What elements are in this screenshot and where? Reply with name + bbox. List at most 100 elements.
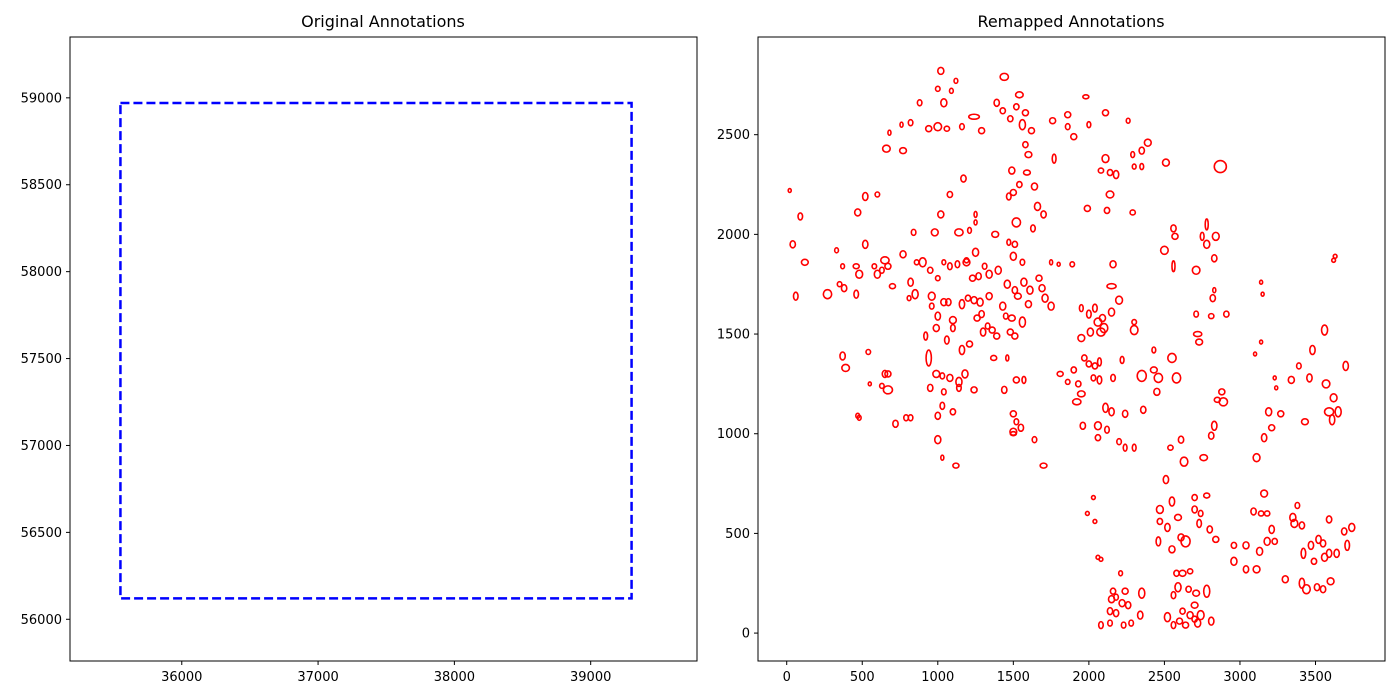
annotation-ellipse bbox=[958, 298, 966, 310]
y-tick-label: 57500 bbox=[21, 352, 62, 367]
annotation-ellipse bbox=[1003, 279, 1012, 289]
x-tick-label: 38000 bbox=[434, 670, 475, 685]
y-tick-label: 56000 bbox=[21, 613, 62, 628]
annotation-ellipse bbox=[1175, 617, 1184, 625]
annotation-ellipse bbox=[1295, 362, 1302, 370]
annotation-ellipse bbox=[1340, 527, 1348, 536]
annotation-ellipse bbox=[940, 98, 948, 108]
annotation-ellipse bbox=[867, 381, 873, 387]
annotation-ellipse bbox=[973, 210, 978, 219]
annotation-ellipse bbox=[934, 411, 942, 421]
annotation-ellipse bbox=[1149, 366, 1159, 374]
annotation-ellipse bbox=[1129, 324, 1139, 336]
annotation-ellipse bbox=[1098, 556, 1104, 563]
annotation-ellipse bbox=[1039, 462, 1048, 469]
annotation-ellipse bbox=[1012, 376, 1021, 384]
annotation-ellipse bbox=[1181, 621, 1190, 629]
annotation-ellipse bbox=[1186, 610, 1194, 620]
annotation-ellipse bbox=[1106, 282, 1117, 290]
annotation-ellipse bbox=[1191, 505, 1199, 514]
annotation-ellipse bbox=[1260, 432, 1268, 443]
annotation-ellipse bbox=[1093, 317, 1103, 327]
annotation-ellipse bbox=[1092, 518, 1098, 525]
annotation-ellipse bbox=[888, 282, 897, 290]
panel-remapped: Remapped Annotations 0 500 1000 1500 2000 250… bbox=[717, 12, 1386, 685]
annotation-ellipse bbox=[927, 291, 936, 301]
annotation-ellipse bbox=[1174, 581, 1182, 593]
annotation-ellipse bbox=[1211, 231, 1220, 242]
annotation-ellipse bbox=[1024, 150, 1033, 159]
annotation-ellipse bbox=[1078, 303, 1085, 313]
annotation-ellipse bbox=[855, 269, 864, 280]
annotation-ellipse bbox=[1006, 114, 1014, 123]
annotation-ellipse bbox=[963, 256, 970, 264]
x-tick-label: 2500 bbox=[1148, 670, 1181, 685]
annotation-ellipse bbox=[1103, 206, 1111, 215]
annotation-ellipse bbox=[1163, 611, 1172, 623]
marks bbox=[787, 66, 1356, 630]
annotation-ellipse bbox=[1281, 574, 1290, 584]
annotation-ellipse bbox=[943, 125, 951, 132]
annotation-ellipse bbox=[1250, 507, 1258, 516]
annotation-ellipse bbox=[1103, 425, 1111, 435]
annotation-ellipse bbox=[1162, 474, 1170, 485]
annotation-ellipse bbox=[1026, 285, 1034, 295]
annotation-ellipse bbox=[1252, 452, 1261, 463]
annotation-ellipse bbox=[934, 311, 942, 321]
annotation-rectangle bbox=[119, 101, 633, 600]
annotation-ellipse bbox=[871, 262, 878, 270]
annotation-ellipse bbox=[1161, 158, 1171, 167]
annotation-ellipse bbox=[1101, 108, 1110, 117]
annotation-ellipse bbox=[1000, 385, 1008, 395]
annotation-ellipse bbox=[1008, 166, 1016, 175]
annotation-ellipse bbox=[906, 294, 912, 302]
annotation-ellipse bbox=[1301, 583, 1312, 595]
annotation-ellipse bbox=[840, 283, 848, 293]
annotation-ellipse bbox=[1107, 594, 1116, 604]
annotation-ellipse bbox=[946, 373, 954, 383]
annotation-ellipse bbox=[925, 349, 933, 367]
annotation-ellipse bbox=[878, 382, 885, 390]
annotation-ellipse bbox=[1074, 380, 1082, 388]
annotation-ellipse bbox=[1211, 535, 1220, 544]
annotation-ellipse bbox=[1022, 169, 1032, 176]
annotation-ellipse bbox=[1153, 372, 1164, 384]
annotation-ellipse bbox=[958, 122, 966, 131]
annotation-ellipse bbox=[926, 266, 934, 275]
annotation-ellipse bbox=[933, 121, 943, 132]
annotation-ellipse bbox=[1204, 218, 1210, 231]
annotation-ellipse bbox=[1298, 521, 1306, 530]
annotation-ellipse bbox=[1298, 577, 1306, 590]
x-tick-label: 3000 bbox=[1223, 670, 1256, 685]
annotation-ellipse bbox=[955, 383, 963, 393]
annotation-ellipse bbox=[949, 323, 956, 333]
annotation-ellipse bbox=[1048, 116, 1057, 125]
annotation-ellipse bbox=[977, 126, 986, 135]
annotation-ellipse bbox=[1080, 354, 1088, 362]
annotation-ellipse bbox=[1196, 609, 1205, 621]
annotation-ellipse bbox=[930, 228, 939, 237]
annotation-ellipse bbox=[1179, 456, 1189, 467]
annotation-ellipse bbox=[946, 261, 953, 271]
annotation-ellipse bbox=[1136, 610, 1144, 620]
annotation-ellipse bbox=[1207, 431, 1215, 441]
annotation-ellipse bbox=[1024, 299, 1033, 309]
annotation-ellipse bbox=[993, 98, 1001, 108]
annotation-ellipse bbox=[1138, 146, 1146, 155]
annotation-ellipse bbox=[1276, 410, 1285, 418]
axes-frame bbox=[69, 36, 698, 662]
annotation-ellipse bbox=[1264, 407, 1273, 417]
annotation-ellipse bbox=[1069, 260, 1076, 268]
annotation-ellipse bbox=[1107, 307, 1116, 317]
annotation-ellipse bbox=[1121, 587, 1129, 596]
annotation-ellipse bbox=[1048, 258, 1054, 266]
annotation-ellipse bbox=[1242, 541, 1250, 550]
annotation-ellipse bbox=[1056, 370, 1064, 378]
annotation-ellipse bbox=[1017, 423, 1025, 433]
annotation-ellipse bbox=[1194, 338, 1204, 346]
plot-area bbox=[787, 66, 1356, 630]
panel-original: Original Annotations 36000 37000 38000 3900… bbox=[21, 12, 698, 685]
annotation-ellipse bbox=[1211, 286, 1217, 294]
annotation-ellipse bbox=[899, 250, 907, 259]
